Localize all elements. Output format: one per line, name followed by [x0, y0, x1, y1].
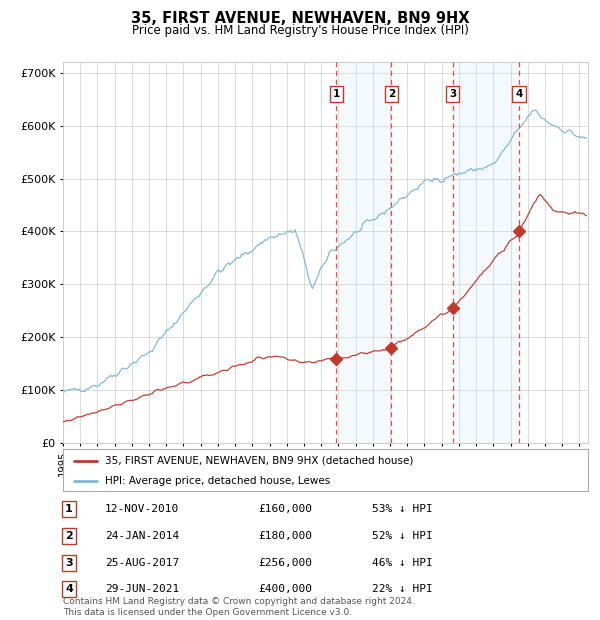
Bar — [453, 62, 519, 443]
Text: 2: 2 — [65, 531, 73, 541]
Text: 46% ↓ HPI: 46% ↓ HPI — [372, 557, 433, 568]
Text: £160,000: £160,000 — [258, 504, 312, 515]
Text: £256,000: £256,000 — [258, 557, 312, 568]
Text: 22% ↓ HPI: 22% ↓ HPI — [372, 584, 433, 595]
Text: 25-AUG-2017: 25-AUG-2017 — [105, 557, 179, 568]
Text: 24-JAN-2014: 24-JAN-2014 — [105, 531, 179, 541]
Text: 4: 4 — [515, 89, 523, 99]
Bar — [336, 62, 391, 443]
Text: £400,000: £400,000 — [258, 584, 312, 595]
Text: 35, FIRST AVENUE, NEWHAVEN, BN9 9HX: 35, FIRST AVENUE, NEWHAVEN, BN9 9HX — [131, 11, 469, 26]
Text: 53% ↓ HPI: 53% ↓ HPI — [372, 504, 433, 515]
Text: 35, FIRST AVENUE, NEWHAVEN, BN9 9HX (detached house): 35, FIRST AVENUE, NEWHAVEN, BN9 9HX (det… — [105, 456, 413, 466]
Text: 3: 3 — [65, 557, 73, 568]
Text: Contains HM Land Registry data © Crown copyright and database right 2024.
This d: Contains HM Land Registry data © Crown c… — [63, 598, 415, 617]
Text: 2: 2 — [388, 89, 395, 99]
Text: 52% ↓ HPI: 52% ↓ HPI — [372, 531, 433, 541]
Text: 29-JUN-2021: 29-JUN-2021 — [105, 584, 179, 595]
Text: 3: 3 — [449, 89, 457, 99]
Text: HPI: Average price, detached house, Lewes: HPI: Average price, detached house, Lewe… — [105, 476, 330, 486]
Text: 12-NOV-2010: 12-NOV-2010 — [105, 504, 179, 515]
Text: £180,000: £180,000 — [258, 531, 312, 541]
Text: 1: 1 — [65, 504, 73, 515]
Text: Price paid vs. HM Land Registry's House Price Index (HPI): Price paid vs. HM Land Registry's House … — [131, 24, 469, 37]
Text: 4: 4 — [65, 584, 73, 595]
Text: 1: 1 — [332, 89, 340, 99]
